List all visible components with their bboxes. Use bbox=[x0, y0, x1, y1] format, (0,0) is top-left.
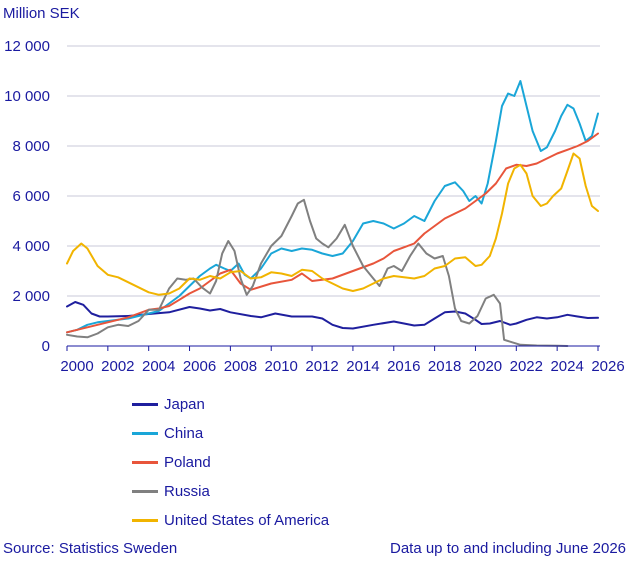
series-lines bbox=[66, 80, 599, 347]
series-line-poland bbox=[66, 132, 599, 334]
x-tick-label: 2008 bbox=[224, 358, 257, 375]
legend: Japan China Poland Russia United States of A… bbox=[132, 390, 329, 535]
y-tick-label: 0 bbox=[42, 338, 50, 355]
gridlines bbox=[67, 45, 600, 297]
legend-swatch bbox=[132, 403, 158, 406]
y-axis-ticks: 0 2 000 4 000 6 000 8 000 10 000 12 000 bbox=[4, 38, 50, 355]
y-tick-label: 12 000 bbox=[4, 38, 50, 55]
x-tick-label: 2014 bbox=[346, 358, 379, 375]
series-line-united-states-of-america bbox=[66, 152, 599, 296]
y-tick-label: 4 000 bbox=[12, 238, 50, 255]
legend-label: United States of America bbox=[164, 512, 330, 529]
x-tick-label: 2010 bbox=[265, 358, 298, 375]
legend-item: Russia bbox=[132, 477, 329, 506]
legend-label: Poland bbox=[164, 454, 211, 471]
data-note: Data up to and including June 2026 bbox=[389, 540, 626, 557]
legend-swatch bbox=[132, 490, 158, 493]
legend-item: United States of America bbox=[132, 506, 329, 535]
x-tick-label: 2002 bbox=[101, 358, 134, 375]
series-line-russia bbox=[66, 198, 569, 347]
x-tick-label: 2012 bbox=[305, 358, 338, 375]
y-tick-label: 2 000 bbox=[12, 288, 50, 305]
legend-swatch bbox=[132, 432, 158, 435]
legend-item: Poland bbox=[132, 448, 329, 477]
x-tick-label: 2024 bbox=[550, 358, 583, 375]
x-tick-label: 2004 bbox=[142, 358, 175, 375]
legend-label: Russia bbox=[164, 483, 210, 500]
x-tick-label: 2020 bbox=[469, 358, 502, 375]
x-tick-label: 2006 bbox=[183, 358, 216, 375]
legend-label: China bbox=[164, 425, 204, 442]
line-chart: Million SEK 0 2 000 4 000 6 000 8 000 10 000 1… bbox=[3, 5, 625, 375]
legend-item: Japan bbox=[132, 390, 329, 419]
x-tick-label: 2018 bbox=[428, 358, 461, 375]
x-tick-label: 2026 bbox=[591, 358, 624, 375]
legend-swatch bbox=[132, 461, 158, 464]
legend-item: China bbox=[132, 419, 329, 448]
x-tick-label: 2022 bbox=[510, 358, 543, 375]
x-axis-ticks: 2000 2002 2004 2006 2008 2010 2012 2014 2016 2018… bbox=[60, 346, 625, 375]
series-line-china bbox=[66, 80, 599, 334]
legend-label: Japan bbox=[164, 396, 205, 413]
y-tick-label: 6 000 bbox=[12, 188, 50, 205]
y-unit-label: Million SEK bbox=[3, 5, 80, 22]
x-tick-label: 2000 bbox=[60, 358, 93, 375]
legend-swatch bbox=[132, 519, 158, 522]
y-tick-label: 10 000 bbox=[4, 88, 50, 105]
source-note: Source: Statistics Sweden bbox=[3, 540, 178, 557]
x-tick-label: 2016 bbox=[387, 358, 420, 375]
y-tick-label: 8 000 bbox=[12, 138, 50, 155]
series-line-japan bbox=[66, 301, 599, 330]
